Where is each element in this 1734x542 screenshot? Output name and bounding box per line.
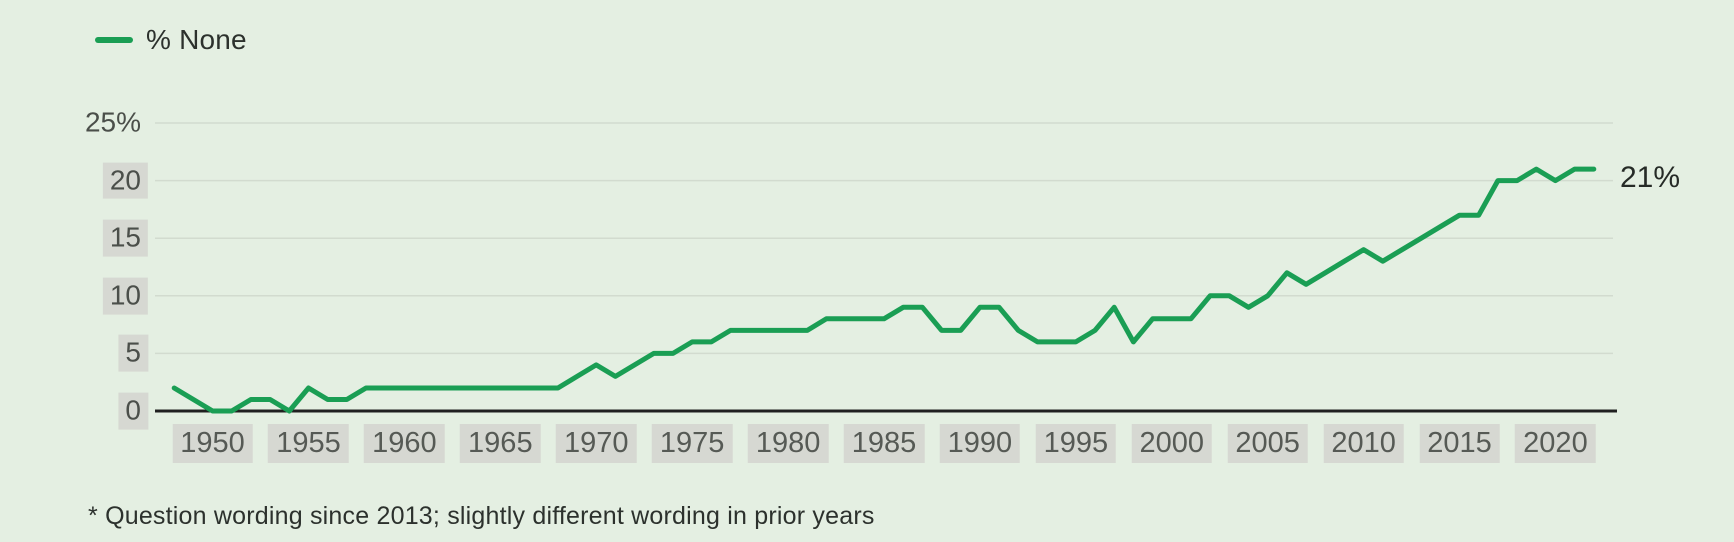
x-tick-label: 2000 [1131, 424, 1213, 464]
x-tick-label: 1965 [460, 424, 541, 464]
x-tick-label: 1970 [555, 424, 637, 464]
y-tick-label: 5 [118, 334, 148, 372]
legend-label: % None [146, 24, 247, 55]
legend-line-swatch [95, 37, 133, 43]
y-tick-label: 10 [102, 277, 148, 315]
x-tick-label: 1955 [268, 424, 349, 464]
x-tick-label: 1990 [939, 424, 1021, 464]
end-value-annotation: 21% [1620, 161, 1681, 194]
x-tick-label: 1980 [747, 424, 829, 464]
x-tick-label: 2005 [1227, 424, 1308, 464]
x-tick-label: 1995 [1035, 424, 1117, 464]
x-tick-label: 1960 [364, 424, 445, 464]
legend: % None [95, 24, 247, 56]
trend-line [171, 166, 1597, 414]
footnote: * Question wording since 2013; slightly … [88, 502, 875, 530]
x-tick-label: 2020 [1515, 424, 1596, 464]
y-tick-label: 25% [84, 106, 141, 138]
y-tick-label: 20 [102, 162, 148, 199]
x-tick-label: 2010 [1323, 424, 1404, 464]
y-tick-label: 15 [102, 219, 148, 257]
x-tick-label: 1950 [172, 424, 253, 464]
x-tick-label: 1985 [843, 424, 925, 464]
y-tick-label: 0 [118, 392, 148, 430]
x-tick-label: 2015 [1419, 424, 1500, 464]
x-tick-label: 1975 [651, 424, 733, 464]
